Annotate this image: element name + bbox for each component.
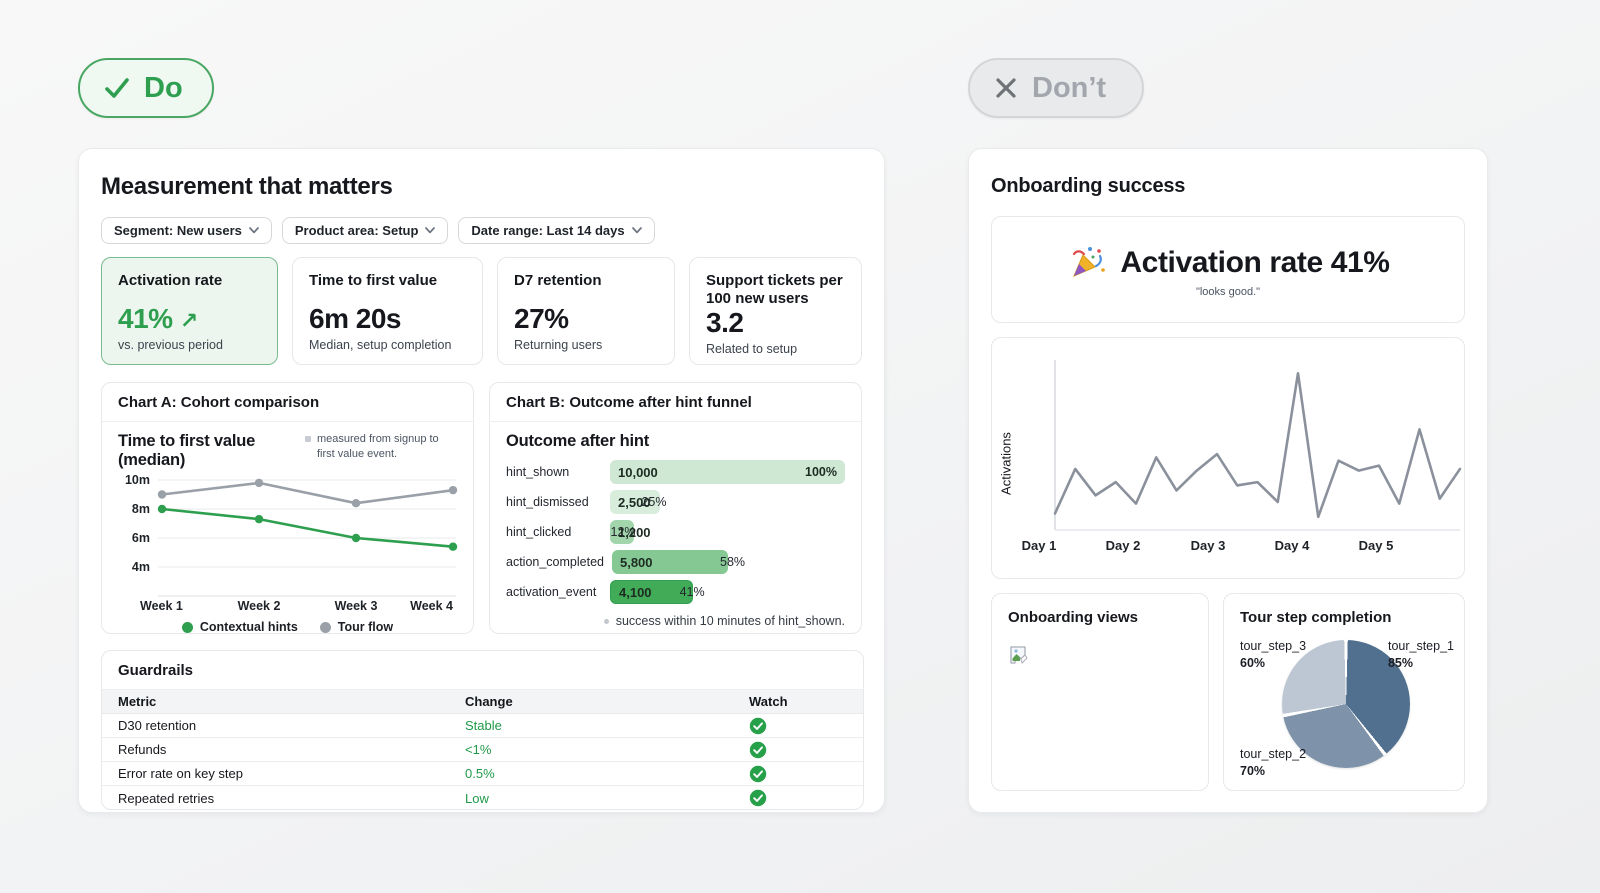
svg-text:Week 4: Week 4 [410, 599, 453, 613]
note-square-marker [305, 436, 311, 442]
chevron-down-icon [249, 227, 259, 234]
kpi-activation-rate: Activation rate 41% ↗ vs. previous perio… [101, 257, 278, 365]
do-panel: Measurement that matters Segment: New us… [78, 148, 885, 813]
bottom-cards-row: Onboarding views Tour step completion to… [991, 593, 1465, 791]
dont-panel-title: Onboarding success [991, 175, 1186, 197]
funnel-row-hint-clicked: hint_clicked 1,200 12% [506, 520, 845, 544]
funnel-row-action-completed: action_completed 5,800 58% [506, 550, 845, 574]
chart-a-card: Chart A: Cohort comparison Time to first… [101, 382, 474, 634]
chart-b-footnote: success within 10 minutes of hint_shown. [506, 614, 845, 628]
kpi-d7-retention: D7 retention 27% Returning users [497, 257, 675, 365]
svg-text:8m: 8m [132, 502, 150, 516]
chevron-down-icon [425, 227, 436, 234]
chart-a-legend: Contextual hints Tour flow [118, 620, 457, 633]
filter-segment-dropdown[interactable]: Segment: New users [101, 217, 272, 244]
kpi-support-tickets: Support tickets per 100 new users 3.2 Re… [689, 257, 862, 365]
check-badge-icon [749, 741, 863, 759]
chart-a-title: Time to first value (median) [118, 432, 256, 469]
banner-headline: Activation rate 41% [1120, 245, 1390, 279]
funnel-bar: 4,100 [610, 580, 693, 604]
chart-b-header: Chart B: Outcome after hint funnel [490, 383, 861, 422]
table-row: D30 retention Stable [102, 714, 863, 738]
funnel-bar: 10,000 100% [610, 460, 845, 484]
dont-panel: Onboarding success Activation rate 41% "… [968, 148, 1488, 813]
svg-text:Week 2: Week 2 [238, 599, 281, 613]
cohort-line-chart: 10m 8m 6m 4m Week 1 Week 2 Week 3 Week 4 [125, 473, 458, 613]
pie-label-step3: tour_step_3 60% [1240, 639, 1307, 670]
chart-b-title: Outcome after hint [506, 432, 650, 450]
activation-banner: Activation rate 41% "looks good." [991, 216, 1465, 323]
svg-text:Day 4: Day 4 [1275, 538, 1310, 553]
table-row: Repeated retries Low [102, 786, 863, 809]
svg-text:Day 3: Day 3 [1191, 538, 1226, 553]
svg-text:Day 1: Day 1 [1022, 538, 1057, 553]
chevron-down-icon [631, 227, 642, 234]
gray-dot-icon [319, 621, 331, 633]
activations-line-chart: Day 1 Day 2 Day 3 Day 4 Day 5 [1022, 360, 1462, 553]
funnel-bar: 1,200 [610, 520, 651, 544]
chart-a-header: Chart A: Cohort comparison [102, 383, 473, 422]
kpi-activation-value: 41% ↗ [118, 303, 198, 335]
svg-text:6m: 6m [132, 531, 150, 545]
check-icon [105, 78, 129, 98]
check-badge-icon [749, 789, 863, 807]
trend-up-arrow-icon: ↗ [179, 308, 198, 334]
x-icon [996, 78, 1016, 98]
funnel-bar: 5,800 [611, 550, 728, 574]
table-row: Refunds <1% [102, 738, 863, 762]
pie-label-step2: tour_step_2 70% [1240, 747, 1307, 778]
filter-date-range-label: Date range: Last 14 days [471, 223, 625, 238]
kpi-row: Activation rate 41% ↗ vs. previous perio… [101, 257, 862, 365]
charts-row: Chart A: Cohort comparison Time to first… [101, 382, 862, 634]
svg-text:Week 3: Week 3 [335, 599, 378, 613]
funnel-bar: 2,500 [610, 490, 661, 514]
table-row: Error rate on key step 0.5% [102, 762, 863, 786]
funnel-row-activation-event: activation_event 4,100 41% [506, 580, 845, 604]
chart-b-card: Chart B: Outcome after hint funnel Outco… [489, 382, 862, 634]
svg-text:Day 2: Day 2 [1106, 538, 1141, 553]
tour-step-pie-chart [1282, 640, 1410, 768]
activations-chart-card: Activations Day 1 Day 2 Day 3 Day 4 Day 5 [991, 337, 1465, 579]
filter-product-area-dropdown[interactable]: Product area: Setup [281, 217, 449, 244]
guardrails-card: Guardrails Metric Change Watch D30 reten… [101, 650, 864, 810]
svg-text:Day 5: Day 5 [1359, 538, 1394, 553]
svg-text:Week 1: Week 1 [140, 599, 183, 613]
do-panel-title: Measurement that matters [101, 173, 393, 200]
guardrails-title: Guardrails [102, 651, 863, 690]
dont-badge-label: Don’t [1032, 71, 1107, 104]
do-badge: Do [78, 58, 214, 118]
pie-label-step1: tour_step_1 85% [1387, 639, 1454, 670]
filter-product-area-label: Product area: Setup [294, 223, 419, 238]
check-badge-icon [749, 765, 863, 783]
filter-date-range-dropdown[interactable]: Date range: Last 14 days [458, 217, 655, 244]
check-badge-icon [749, 717, 863, 735]
kpi-time-to-first-value: Time to first value 6m 20s Median, setup… [292, 257, 483, 365]
broken-image-icon [1010, 646, 1028, 664]
funnel-row-hint-dismissed: hint_dismissed 2,500 25% [506, 490, 845, 514]
note-dot-marker [603, 618, 609, 624]
legend-tour-flow: Tour flow [319, 620, 393, 633]
do-badge-label: Do [144, 71, 183, 104]
party-popper-icon [1073, 246, 1106, 277]
svg-text:4m: 4m [132, 560, 150, 574]
guardrails-header-row: Metric Change Watch [102, 690, 863, 714]
green-dot-icon [181, 621, 193, 633]
chart-a-note: measured from signup to first value even… [305, 432, 457, 462]
svg-text:10m: 10m [125, 473, 150, 487]
onboarding-views-card: Onboarding views [991, 593, 1209, 791]
filter-bar: Segment: New users Product area: Setup D… [101, 217, 862, 244]
legend-contextual-hints: Contextual hints [181, 620, 298, 633]
banner-caption: "looks good." [1195, 285, 1261, 298]
filter-segment-label: Segment: New users [114, 223, 242, 238]
dont-badge: Don’t [968, 58, 1144, 118]
tour-step-completion-card: Tour step completion tour_step_1 85% tour… [1223, 593, 1465, 791]
